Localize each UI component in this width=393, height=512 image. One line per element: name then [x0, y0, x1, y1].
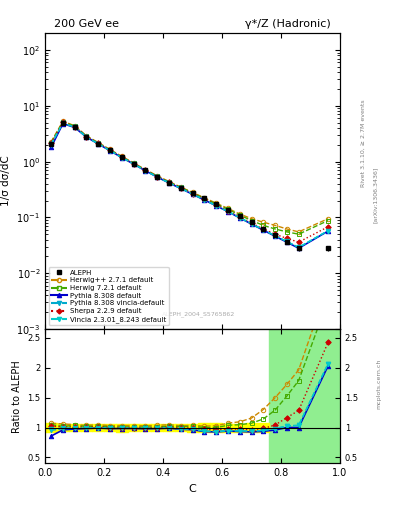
- Y-axis label: 1/σ dσ/dC: 1/σ dσ/dC: [1, 156, 11, 206]
- Text: mcplots.cern.ch: mcplots.cern.ch: [377, 359, 382, 409]
- Text: [arXiv:1306.3436]: [arXiv:1306.3436]: [373, 166, 378, 223]
- Text: ALEPH_2004_S5765862: ALEPH_2004_S5765862: [162, 311, 235, 317]
- X-axis label: C: C: [189, 484, 196, 494]
- Y-axis label: Ratio to ALEPH: Ratio to ALEPH: [12, 360, 22, 433]
- Text: γ*/Z (Hadronic): γ*/Z (Hadronic): [245, 19, 331, 29]
- Legend: ALEPH, Herwig++ 2.7.1 default, Herwig 7.2.1 default, Pythia 8.308 default, Pythi: ALEPH, Herwig++ 2.7.1 default, Herwig 7.…: [49, 267, 169, 326]
- Text: 200 GeV ee: 200 GeV ee: [54, 19, 119, 29]
- Text: Rivet 3.1.10, ≥ 2.7M events: Rivet 3.1.10, ≥ 2.7M events: [361, 99, 366, 187]
